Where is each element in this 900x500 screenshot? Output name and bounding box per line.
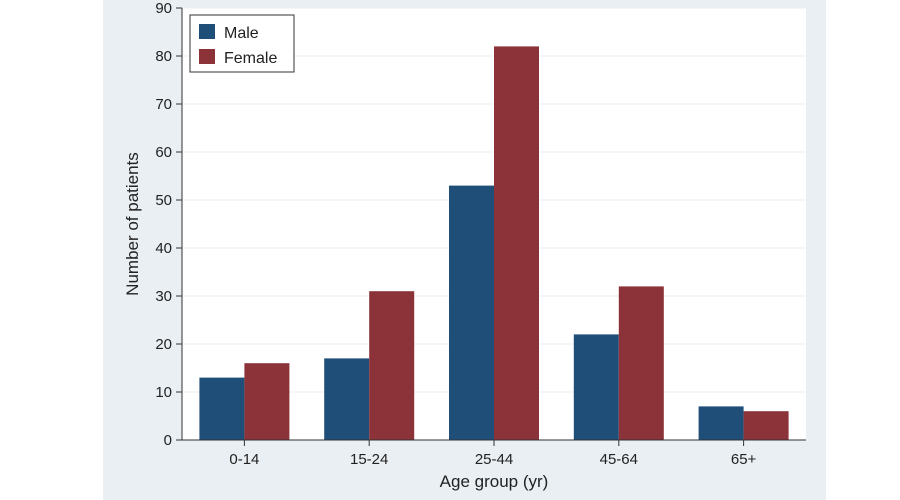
x-tick-label: 25-44 <box>475 451 513 468</box>
x-tick-label: 15-24 <box>350 451 388 468</box>
y-tick-label: 30 <box>155 288 172 305</box>
bar-female-0-14 <box>244 363 290 440</box>
bar-female-65+ <box>743 411 789 440</box>
y-tick-label: 90 <box>155 0 172 17</box>
bar-male-0-14 <box>199 377 245 440</box>
y-tick-label: 60 <box>155 144 172 161</box>
x-axis-title: Age group (yr) <box>440 472 549 491</box>
y-tick-label: 40 <box>155 240 172 257</box>
y-tick-label: 10 <box>155 384 172 401</box>
x-tick-label: 0-14 <box>229 451 259 468</box>
legend-label-male: Male <box>224 25 259 42</box>
y-tick-label: 70 <box>155 96 172 113</box>
y-axis-title: Number of patients <box>123 152 142 296</box>
bar-male-65+ <box>698 406 744 440</box>
y-tick-label: 0 <box>164 432 172 449</box>
bars <box>199 46 789 441</box>
legend-swatch-female <box>199 49 215 64</box>
y-tick-label: 80 <box>155 48 172 65</box>
bar-male-25-44 <box>449 185 494 440</box>
bar-male-15-24 <box>324 358 370 440</box>
bar-male-45-64 <box>573 334 619 440</box>
y-tick-label: 20 <box>155 336 172 353</box>
bar-female-25-44 <box>494 46 539 441</box>
y-axis: 0 10 20 30 40 50 60 70 80 90 <box>155 0 183 449</box>
x-tick-label: 65+ <box>731 451 757 468</box>
legend-swatch-male <box>199 24 215 39</box>
y-tick-label: 50 <box>155 192 172 209</box>
bar-female-15-24 <box>369 291 415 440</box>
x-tick-label: 45-64 <box>600 451 638 468</box>
x-axis: 0-14 15-24 25-44 45-64 65+ <box>182 439 806 468</box>
legend: Male Female <box>189 14 295 73</box>
legend-label-female: Female <box>224 50 277 67</box>
bar-female-45-64 <box>618 286 664 440</box>
